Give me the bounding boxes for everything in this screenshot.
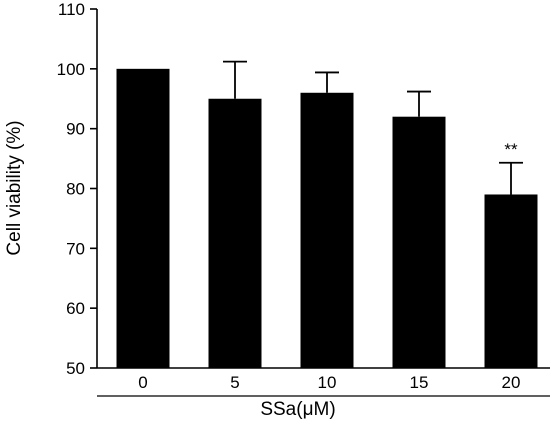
y-tick-label: 100 bbox=[57, 60, 85, 79]
y-tick-label: 90 bbox=[66, 120, 85, 139]
significance-annotation: ** bbox=[504, 140, 518, 159]
error-bars bbox=[223, 60, 523, 195]
y-tick-label: 80 bbox=[66, 180, 85, 199]
bar bbox=[300, 92, 354, 369]
bar bbox=[208, 98, 262, 368]
y-axis-label: Cell viability (%) bbox=[4, 120, 25, 255]
bar bbox=[116, 68, 170, 368]
x-tick-label: 20 bbox=[502, 373, 521, 392]
x-axis-label: SSa(μM) bbox=[260, 399, 335, 420]
y-tick-label: 50 bbox=[66, 359, 85, 378]
x-axis-ticks: 0 5 10 15 20 bbox=[138, 373, 520, 392]
bar bbox=[392, 116, 446, 368]
annotations: ** bbox=[504, 140, 518, 159]
y-tick-label: 110 bbox=[58, 0, 85, 19]
bar bbox=[484, 194, 538, 368]
x-tick-label: 0 bbox=[138, 373, 147, 392]
x-tick-label: 10 bbox=[318, 373, 337, 392]
x-tick-label: 15 bbox=[410, 373, 429, 392]
y-tick-label: 60 bbox=[66, 299, 85, 318]
y-tick-label: 70 bbox=[66, 239, 85, 258]
bars bbox=[116, 68, 538, 369]
x-tick-label: 5 bbox=[230, 373, 239, 392]
y-axis-ticks: 50 60 70 80 90 100 110 bbox=[57, 0, 97, 378]
